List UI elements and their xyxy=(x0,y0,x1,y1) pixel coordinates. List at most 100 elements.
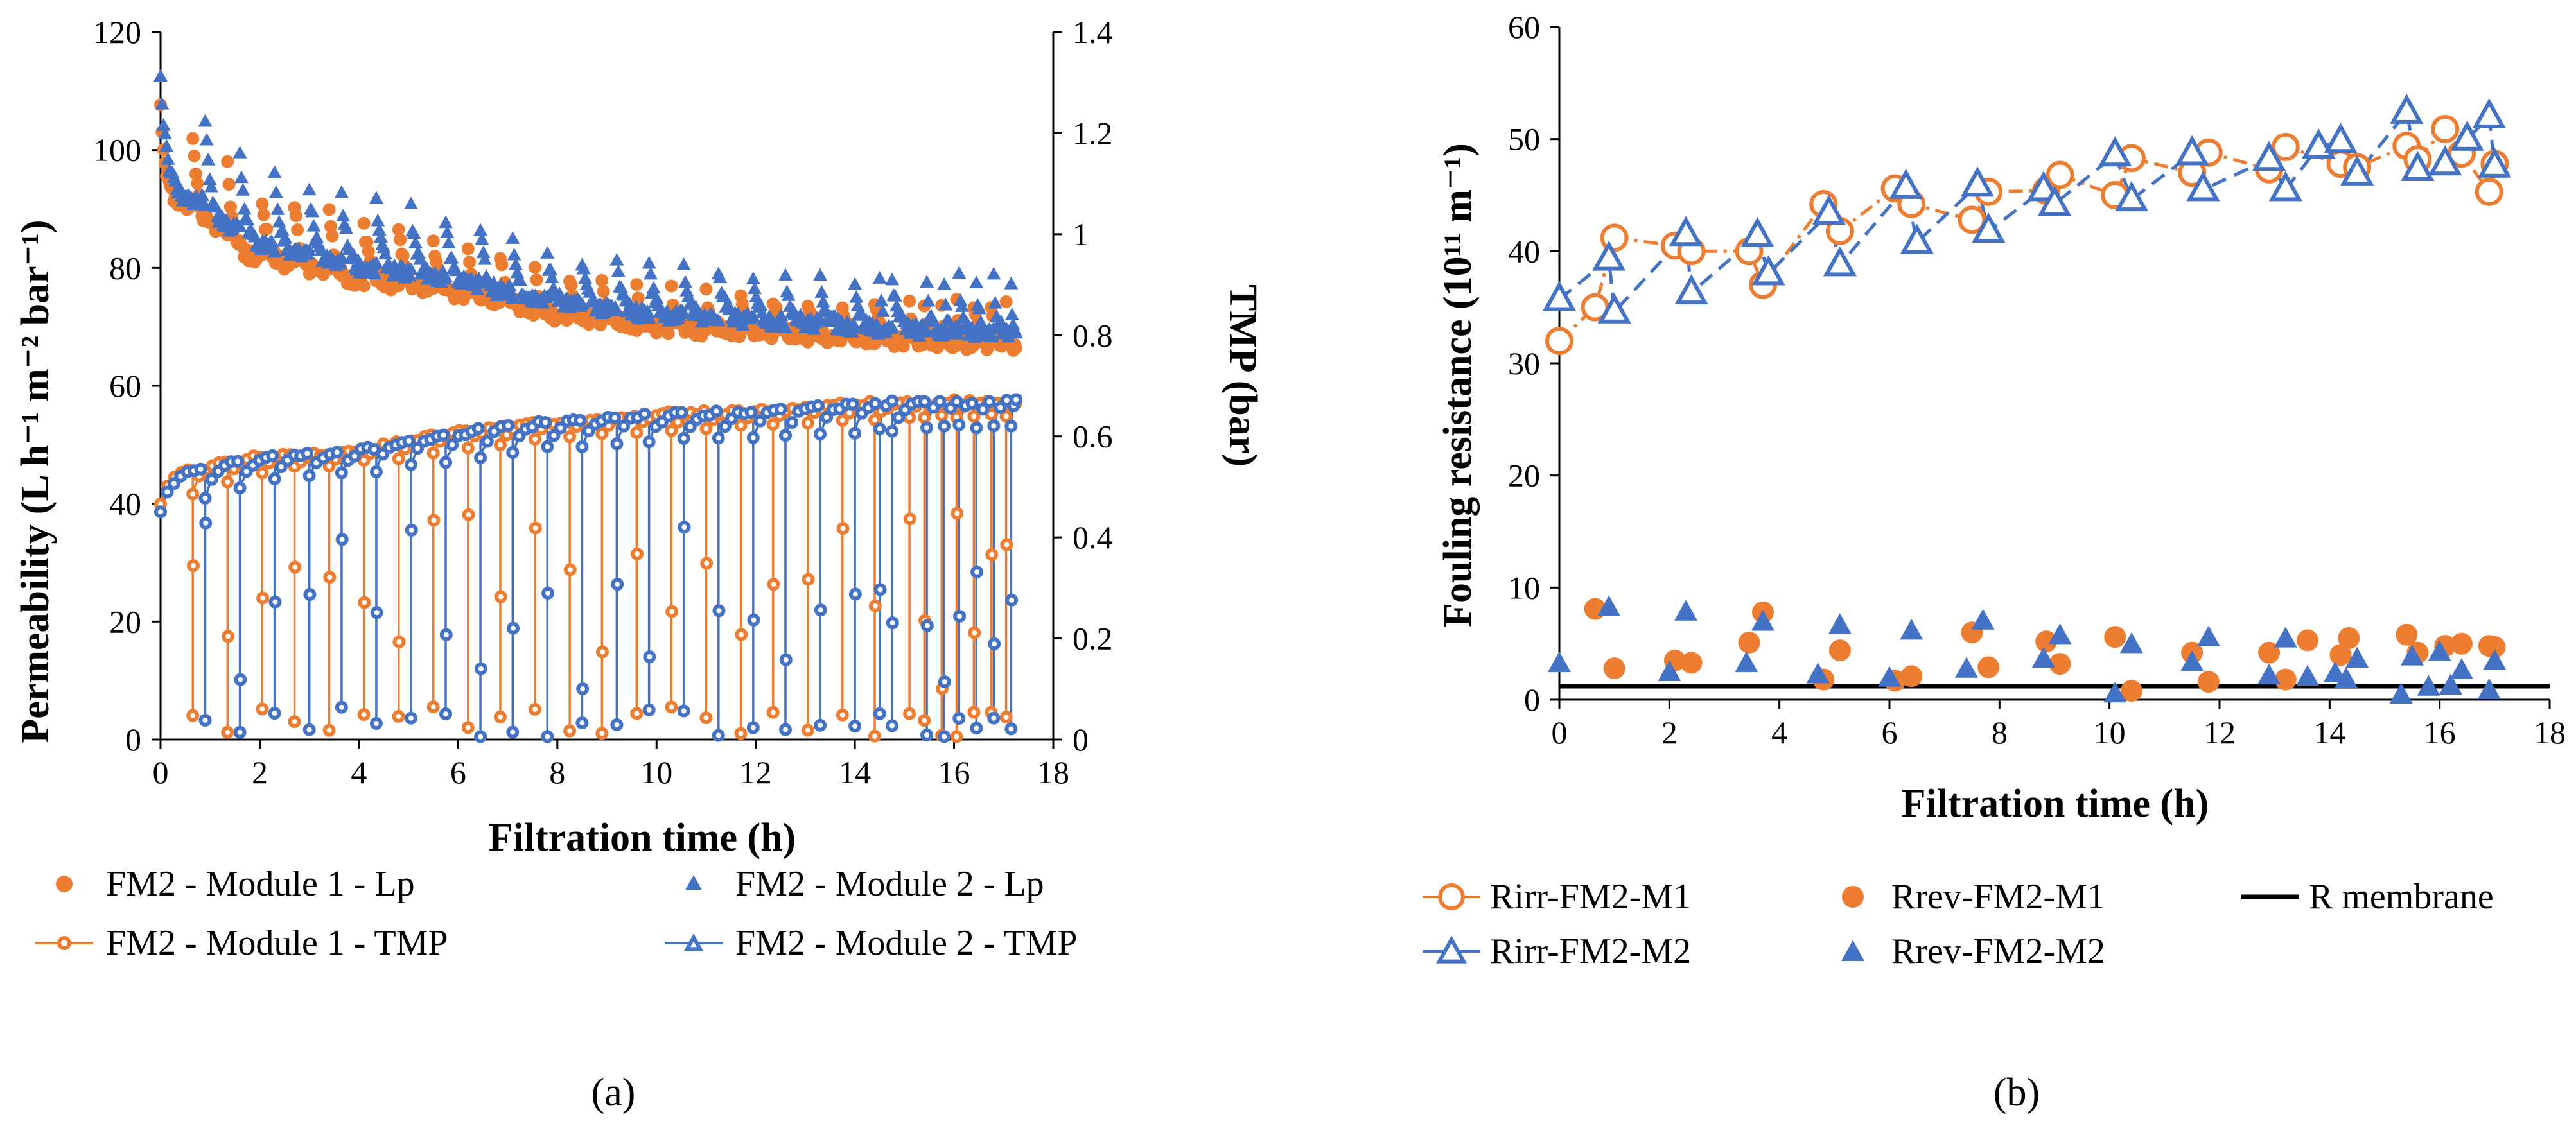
point-rrev-fm2-m1 xyxy=(1977,656,2000,679)
tmp-point-module-2 xyxy=(268,707,281,720)
lp-point-module-2 xyxy=(849,290,864,303)
point-rirr-fm2-m2 xyxy=(1812,195,1846,225)
tmp-point-module-2 xyxy=(402,434,416,447)
tmp-point-module-2 xyxy=(439,628,453,641)
point-rirr-fm2-m1 xyxy=(1958,205,1986,234)
lp-point-module-1 xyxy=(396,249,410,263)
point-rirr-fm2-m2 xyxy=(2324,123,2358,153)
lp-point-module-1 xyxy=(699,282,713,296)
point-rirr-fm2-m2 xyxy=(2186,171,2220,202)
tmp-point-module-2 xyxy=(506,446,520,459)
panel-a-axes xyxy=(152,31,1062,749)
tmp-point-module-1 xyxy=(967,410,981,423)
point-rirr-fm2-m2 xyxy=(2175,135,2209,166)
tmp-point-module-2 xyxy=(952,418,966,431)
point-rrev-fm2-m2 xyxy=(2400,645,2424,666)
lp-point-module-1 xyxy=(597,284,610,298)
tmp-point-module-2 xyxy=(194,462,207,476)
lp-point-module-2 xyxy=(508,257,523,270)
tmp-point-module-1 xyxy=(999,410,1013,423)
point-rirr-fm2-m2 xyxy=(2428,145,2462,176)
lp-point-module-2 xyxy=(232,145,247,159)
tmp-point-module-2 xyxy=(575,440,589,453)
lp-point-module-1 xyxy=(463,256,477,269)
point-rrev-fm2-m1 xyxy=(2104,626,2126,648)
tmp-point-module-2 xyxy=(446,438,459,451)
legend-marker-rrev-m1 xyxy=(1842,886,1864,908)
point-rrev-fm2-m1 xyxy=(1738,631,1760,654)
lp-point-module-2 xyxy=(678,275,693,288)
tmp-point-module-1 xyxy=(630,426,644,439)
panel-a-y-tick-label: 100 xyxy=(93,132,141,168)
tmp-point-module-1 xyxy=(967,706,981,719)
panel-a-x-tick-label: 2 xyxy=(252,754,268,790)
tmp-point-module-2 xyxy=(154,505,167,519)
point-rirr-fm2-m1 xyxy=(2475,177,2503,206)
point-rrev-fm2-m1 xyxy=(1828,639,1851,662)
tmp-point-module-2 xyxy=(234,673,247,686)
lp-point-module-2 xyxy=(749,290,764,302)
tmp-point-module-1 xyxy=(461,721,475,734)
tmp-point-module-1 xyxy=(186,559,200,572)
lp-point-module-2 xyxy=(649,291,664,304)
panel-a-x-axis-title: Filtration time (h) xyxy=(489,816,796,860)
lp-point-module-2 xyxy=(1004,276,1019,290)
panel-a-y-tick-label: 40 xyxy=(109,486,141,522)
lp-point-module-1 xyxy=(188,149,201,162)
tmp-point-module-2 xyxy=(330,446,344,459)
lp-point-module-1 xyxy=(223,200,237,214)
tmp-point-module-2 xyxy=(369,716,383,730)
tmp-point-module-1 xyxy=(392,709,405,723)
tmp-point-module-2 xyxy=(779,653,793,666)
tmp-point-module-2 xyxy=(439,456,453,469)
lp-point-module-2 xyxy=(302,243,317,256)
tmp-point-module-2 xyxy=(683,420,697,433)
lp-point-module-1 xyxy=(357,216,371,230)
panel-a-y2-tick-label: 0.2 xyxy=(1073,621,1113,657)
tmp-point-module-1 xyxy=(322,723,336,737)
lp-point-module-2 xyxy=(988,295,1003,309)
tmp-point-module-1 xyxy=(801,723,814,737)
panel-a-tick-labels: 0 2 4 6 8 10 12 14 16 1802040608010012000.20.40.6… xyxy=(93,14,1113,790)
lp-point-module-2 xyxy=(237,202,252,215)
lp-point-module-1 xyxy=(191,177,204,190)
tmp-point-module-2 xyxy=(873,583,887,596)
tmp-point-module-1 xyxy=(801,417,814,430)
legend-label: FM2 - Module 2 - Lp xyxy=(735,864,1044,904)
tmp-point-module-2 xyxy=(1010,393,1023,406)
tmp-point-module-2 xyxy=(474,451,487,465)
lp-point-module-2 xyxy=(609,252,624,266)
panel-a-y2-tick-label: 0.6 xyxy=(1073,419,1113,455)
tmp-point-module-1 xyxy=(766,706,780,719)
tmp-point-module-2 xyxy=(753,414,767,428)
tmp-point-module-2 xyxy=(233,725,247,739)
tmp-point-module-2 xyxy=(348,449,362,463)
point-rirr-fm2-m2 xyxy=(1972,212,2006,243)
panel-b-x-tick-label: 4 xyxy=(1771,715,1787,750)
point-rrev-fm2-m2 xyxy=(2031,646,2055,668)
tmp-point-module-2 xyxy=(920,421,934,435)
lp-point-module-2 xyxy=(746,309,760,322)
lp-point-module-2 xyxy=(912,329,927,342)
point-rirr-fm2-m1 xyxy=(1545,327,1573,356)
lp-point-module-2 xyxy=(545,270,559,284)
lp-point-module-2 xyxy=(954,299,969,312)
lp-point-module-1 xyxy=(565,279,578,292)
lp-point-module-2 xyxy=(816,294,830,308)
point-rrev-fm2-m1 xyxy=(1900,665,1923,688)
lp-point-module-2 xyxy=(378,247,393,260)
tmp-point-module-2 xyxy=(233,481,247,495)
tmp-point-module-2 xyxy=(848,720,862,733)
tmp-point-module-1 xyxy=(563,430,577,444)
tmp-point-module-2 xyxy=(480,435,494,448)
point-rirr-fm2-m2 xyxy=(1674,274,1708,305)
lp-point-module-1 xyxy=(529,261,542,274)
lp-point-module-2 xyxy=(334,185,349,198)
tmp-point-module-1 xyxy=(392,635,406,648)
lp-point-module-1 xyxy=(461,242,475,256)
lp-point-module-2 xyxy=(986,266,1001,280)
tmp-point-module-1 xyxy=(256,702,269,716)
panel-b-x-tick-label: 12 xyxy=(2204,715,2236,750)
lp-point-module-2 xyxy=(441,236,456,249)
